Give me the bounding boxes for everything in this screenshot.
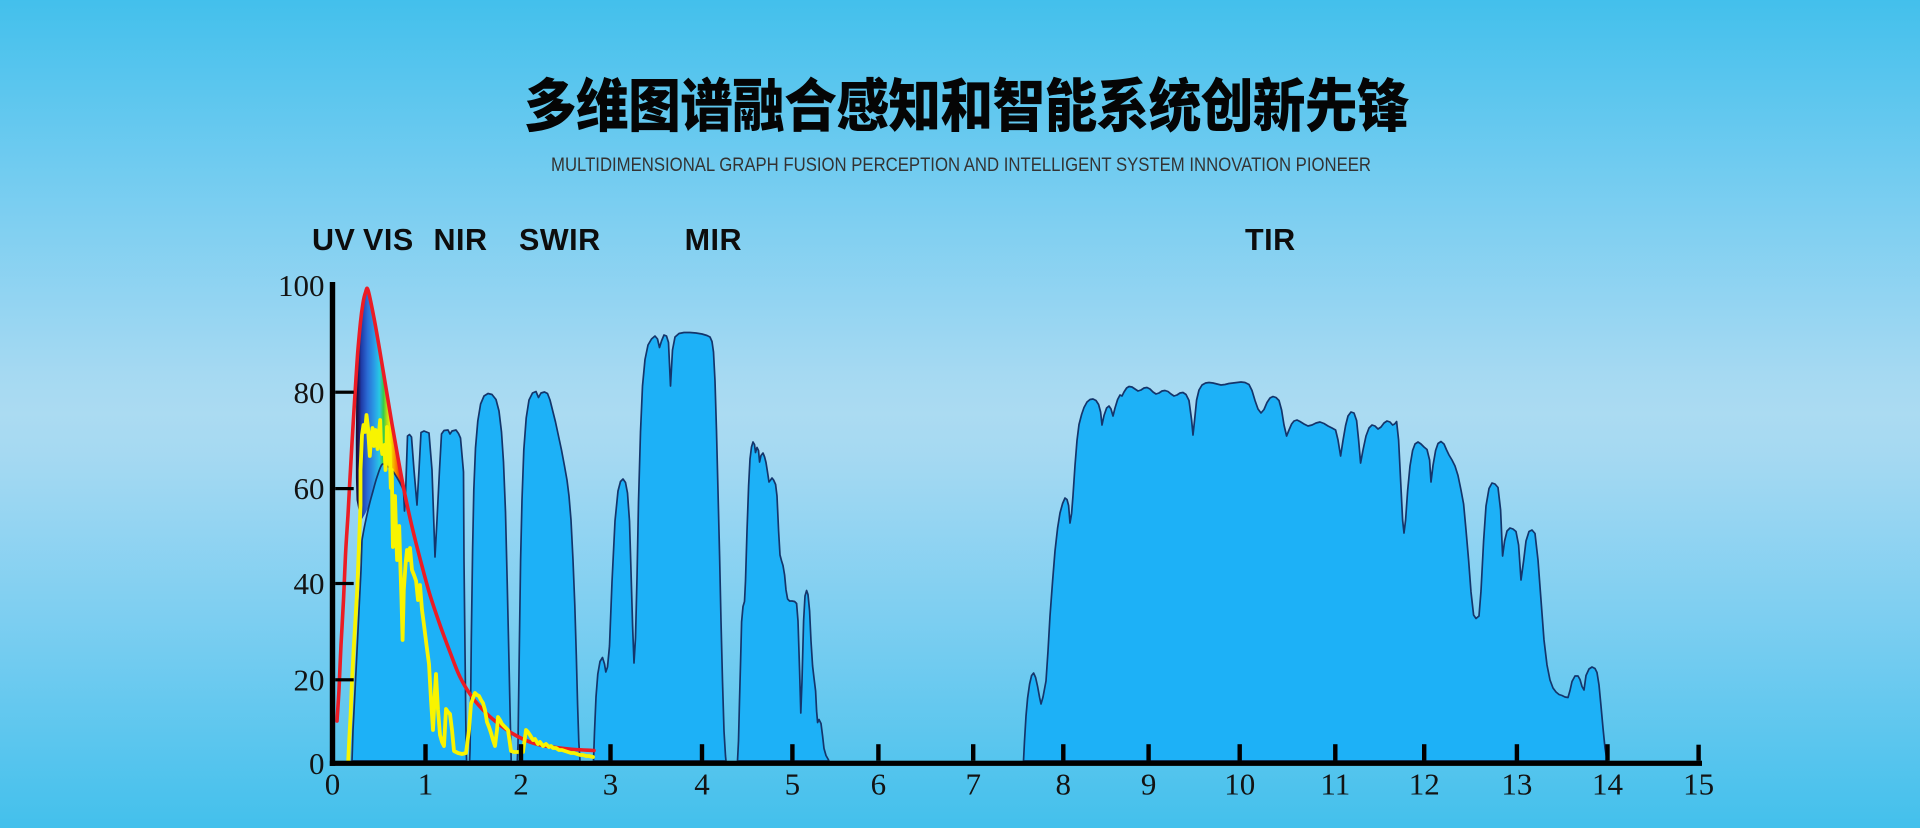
svg-text:MIR: MIR (685, 223, 742, 257)
svg-text:VIS: VIS (363, 223, 414, 257)
svg-text:1: 1 (418, 767, 434, 802)
svg-text:TIR: TIR (1245, 223, 1296, 257)
svg-text:UV: UV (312, 223, 356, 257)
svg-text:13: 13 (1501, 767, 1532, 802)
svg-text:0: 0 (309, 746, 325, 781)
svg-text:12: 12 (1409, 767, 1440, 802)
svg-text:15: 15 (1683, 767, 1714, 802)
svg-text:10: 10 (1224, 767, 1255, 802)
svg-text:60: 60 (294, 471, 325, 506)
svg-text:3: 3 (603, 767, 619, 802)
svg-text:MULTIDIMENSIONAL GRAPH FUSION: MULTIDIMENSIONAL GRAPH FUSION PERCEPTION… (551, 154, 1371, 176)
svg-text:11: 11 (1320, 767, 1350, 802)
svg-text:4: 4 (694, 767, 710, 802)
svg-text:80: 80 (294, 375, 325, 410)
svg-text:14: 14 (1592, 767, 1624, 802)
svg-text:SWIR: SWIR (519, 223, 601, 257)
svg-text:20: 20 (294, 662, 325, 697)
svg-text:100: 100 (278, 268, 325, 303)
svg-text:2: 2 (513, 767, 529, 802)
svg-text:5: 5 (785, 767, 801, 802)
svg-text:NIR: NIR (434, 223, 488, 257)
svg-text:8: 8 (1056, 767, 1072, 802)
svg-text:7: 7 (965, 767, 981, 802)
svg-text:9: 9 (1141, 767, 1157, 802)
svg-text:40: 40 (294, 566, 325, 601)
svg-text:0: 0 (325, 767, 341, 802)
svg-text:6: 6 (871, 767, 887, 802)
